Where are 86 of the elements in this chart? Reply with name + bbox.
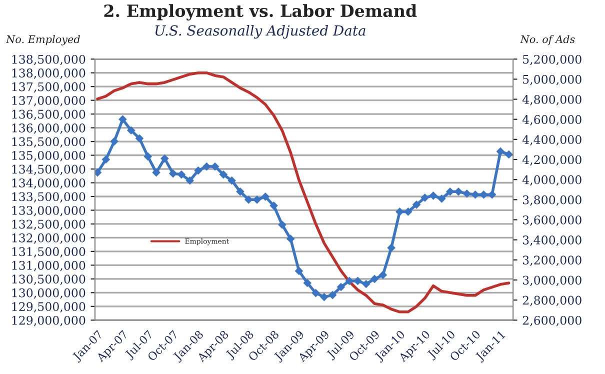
point (420, 194, 429, 202)
point (454, 188, 462, 196)
point (219, 170, 228, 179)
point (412, 200, 420, 209)
point (336, 283, 345, 291)
y-tick-label: 138,000,000 (12, 68, 86, 79)
point (186, 176, 194, 185)
point (194, 166, 202, 174)
point (94, 168, 102, 177)
point (228, 176, 236, 185)
point (378, 271, 387, 279)
point (354, 277, 362, 285)
line-series (96, 71, 510, 314)
chart-title: 2. Employment vs. Labor Demand (104, 4, 417, 21)
point (462, 190, 471, 198)
y-tick-label: 131,500,000 (12, 247, 86, 258)
y2-tick-label: 4,400,000 (522, 135, 582, 146)
point (328, 291, 337, 299)
y-tick-label: 135,500,000 (12, 137, 86, 148)
y-tick-label: 134,000,000 (12, 178, 86, 189)
point (438, 194, 446, 203)
point (136, 134, 144, 142)
point (253, 196, 261, 204)
point (236, 188, 244, 196)
point (504, 150, 513, 158)
point (286, 234, 295, 243)
point (169, 170, 178, 178)
y-tick-label: 130,000,000 (12, 288, 86, 299)
y-axis-title: No. Employed (6, 35, 80, 46)
point (387, 244, 396, 252)
point (270, 202, 278, 210)
y-tick-label: 129,000,000 (12, 316, 86, 326)
point (211, 162, 219, 170)
point (127, 126, 136, 134)
y-tick-label: 136,000,000 (12, 124, 86, 134)
y2-tick-label: 3,400,000 (522, 236, 582, 246)
y-tick-label: 137,000,000 (12, 96, 86, 106)
y-tick-label: 134,500,000 (12, 164, 86, 176)
y-tick-label: 138,500,000 (12, 54, 86, 66)
point (496, 148, 504, 156)
point (102, 156, 110, 164)
point (202, 162, 211, 170)
y-tick-label: 132,500,000 (12, 220, 86, 230)
y2-tick-label: 4,000,000 (522, 175, 582, 186)
y2-tick-label: 4,800,000 (522, 94, 582, 106)
y-tick-label: 137,500,000 (12, 82, 86, 93)
point (471, 190, 480, 199)
point (261, 192, 270, 201)
point (312, 289, 320, 297)
point (177, 170, 186, 179)
y2-tick-label: 3,200,000 (522, 256, 582, 266)
point (345, 277, 354, 285)
y-tick-label: 135,000,000 (12, 150, 86, 162)
y2-tick-label: 4,200,000 (522, 155, 582, 166)
point (160, 154, 169, 162)
point (144, 152, 152, 160)
y-tick-label: 132,000,000 (12, 233, 86, 244)
point (429, 192, 438, 200)
y-tick-label: 129,500,000 (12, 302, 86, 312)
y2-tick-label: 3,000,000 (522, 276, 582, 286)
chart-subtitle: U.S. Seasonally Adjusted Data (156, 24, 366, 39)
y-tick-label: 136,500,000 (12, 110, 86, 120)
point (404, 208, 412, 216)
point (152, 168, 160, 177)
point (480, 190, 488, 199)
point (370, 275, 378, 283)
point (110, 137, 118, 146)
y2-tick-label: 3,800,000 (522, 195, 582, 206)
y2-tick-label: 5,000,000 (523, 74, 582, 86)
point (320, 293, 328, 302)
point (488, 190, 496, 199)
y2-tick-label: 2,600,000 (522, 316, 582, 326)
y-tick-label: 133,000,000 (12, 206, 86, 216)
y-tick-label: 130,500,000 (12, 274, 86, 286)
y-tick-label: 133,500,000 (12, 192, 86, 203)
point (295, 266, 303, 275)
y-tick-label: 131,000,000 (12, 260, 86, 272)
point (118, 115, 127, 124)
y2-tick-label: 4,600,000 (522, 115, 582, 126)
point (303, 279, 312, 287)
y2-axis-title: No. of Ads (520, 35, 575, 46)
y2-tick-label: 3,600,000 (522, 215, 582, 226)
y2-tick-label: 2,800,000 (522, 296, 582, 306)
point (362, 280, 370, 288)
y2-tick-label: 5,200,000 (523, 54, 582, 66)
point (278, 220, 286, 229)
